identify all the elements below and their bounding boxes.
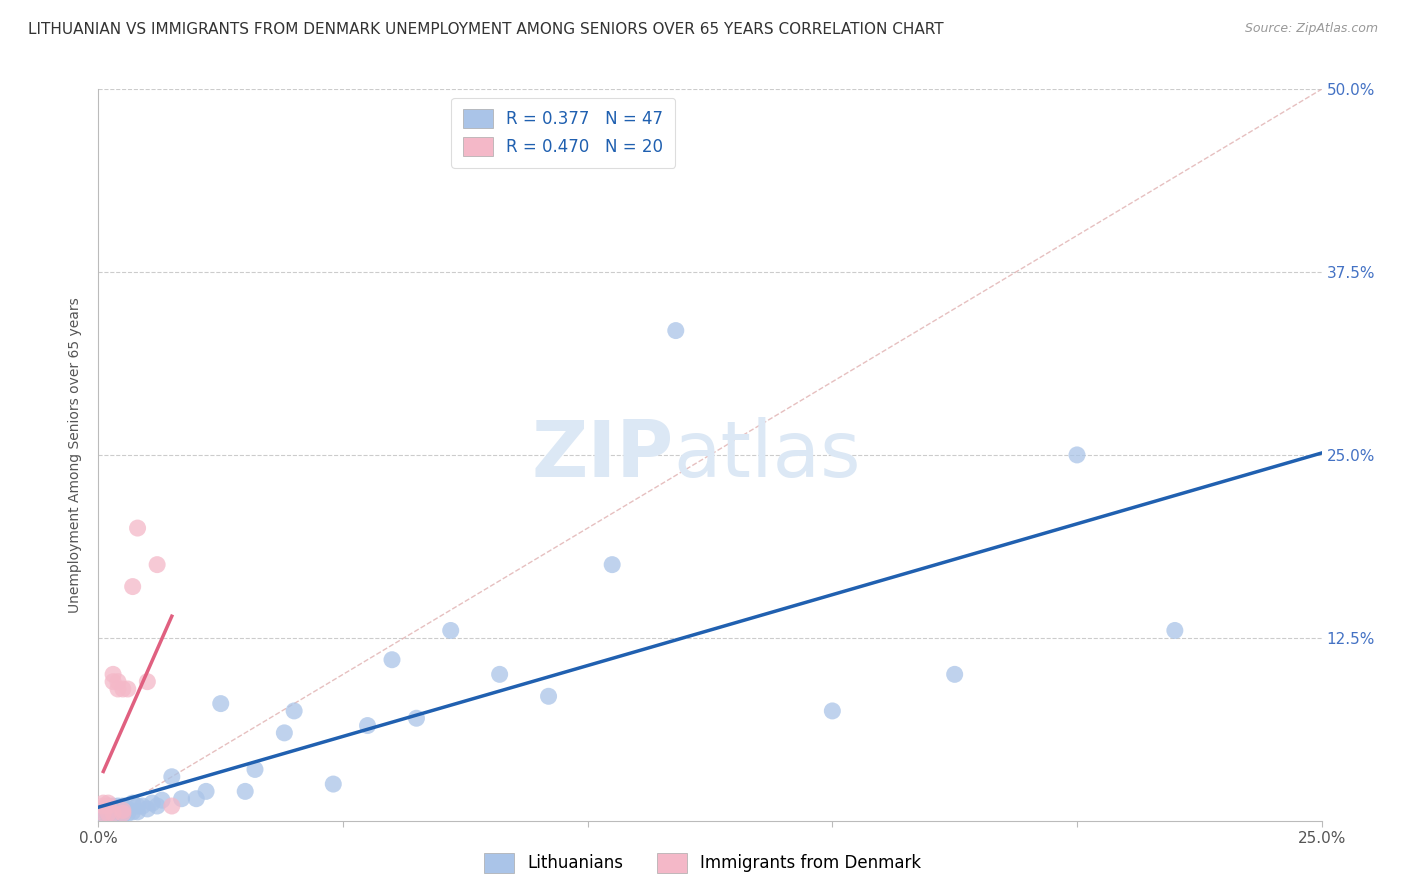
Point	[136, 674, 159, 689]
Point	[111, 807, 134, 822]
Point	[1066, 448, 1088, 462]
Point	[107, 799, 129, 814]
Point	[91, 807, 114, 822]
Point	[97, 799, 120, 814]
Point	[127, 521, 149, 535]
Point	[97, 806, 120, 821]
Text: Source: ZipAtlas.com: Source: ZipAtlas.com	[1244, 22, 1378, 36]
Point	[127, 805, 149, 819]
Point	[136, 802, 159, 816]
Point	[111, 799, 134, 814]
Point	[150, 793, 173, 807]
Point	[160, 799, 183, 814]
Point	[209, 697, 232, 711]
Point	[117, 681, 139, 696]
Point	[111, 806, 134, 821]
Point	[141, 796, 163, 810]
Point	[381, 653, 404, 667]
Point	[121, 805, 143, 819]
Point	[97, 799, 120, 814]
Point	[243, 763, 266, 777]
Legend: Lithuanians, Immigrants from Denmark: Lithuanians, Immigrants from Denmark	[478, 847, 928, 880]
Point	[101, 804, 124, 818]
Point	[111, 804, 134, 818]
Point	[195, 784, 218, 798]
Point	[117, 806, 139, 821]
Point	[233, 784, 256, 798]
Point	[101, 799, 124, 814]
Point	[283, 704, 305, 718]
Point	[146, 558, 169, 572]
Point	[101, 807, 124, 822]
Point	[91, 804, 114, 818]
Text: atlas: atlas	[673, 417, 860, 493]
Point	[322, 777, 344, 791]
Point	[440, 624, 463, 638]
Point	[117, 802, 139, 816]
Point	[121, 580, 143, 594]
Point	[101, 667, 124, 681]
Point	[127, 799, 149, 814]
Point	[111, 681, 134, 696]
Point	[273, 726, 295, 740]
Text: ZIP: ZIP	[531, 417, 673, 493]
Point	[107, 807, 129, 822]
Point	[665, 324, 688, 338]
Point	[97, 807, 120, 822]
Point	[131, 799, 153, 814]
Point	[91, 806, 114, 821]
Point	[405, 711, 427, 725]
Point	[101, 674, 124, 689]
Point	[170, 791, 193, 805]
Point	[91, 796, 114, 810]
Legend: R = 0.377   N = 47, R = 0.470   N = 20: R = 0.377 N = 47, R = 0.470 N = 20	[451, 97, 675, 168]
Point	[537, 690, 560, 704]
Point	[600, 558, 623, 572]
Point	[101, 806, 124, 821]
Point	[107, 681, 129, 696]
Point	[107, 674, 129, 689]
Point	[943, 667, 966, 681]
Point	[91, 799, 114, 814]
Point	[160, 770, 183, 784]
Point	[1164, 624, 1187, 638]
Point	[146, 799, 169, 814]
Point	[121, 796, 143, 810]
Point	[186, 791, 208, 805]
Point	[111, 804, 134, 818]
Point	[356, 718, 378, 732]
Text: LITHUANIAN VS IMMIGRANTS FROM DENMARK UNEMPLOYMENT AMONG SENIORS OVER 65 YEARS C: LITHUANIAN VS IMMIGRANTS FROM DENMARK UN…	[28, 22, 943, 37]
Y-axis label: Unemployment Among Seniors over 65 years: Unemployment Among Seniors over 65 years	[69, 297, 83, 613]
Point	[97, 796, 120, 810]
Point	[107, 804, 129, 818]
Point	[97, 804, 120, 818]
Point	[488, 667, 510, 681]
Point	[821, 704, 844, 718]
